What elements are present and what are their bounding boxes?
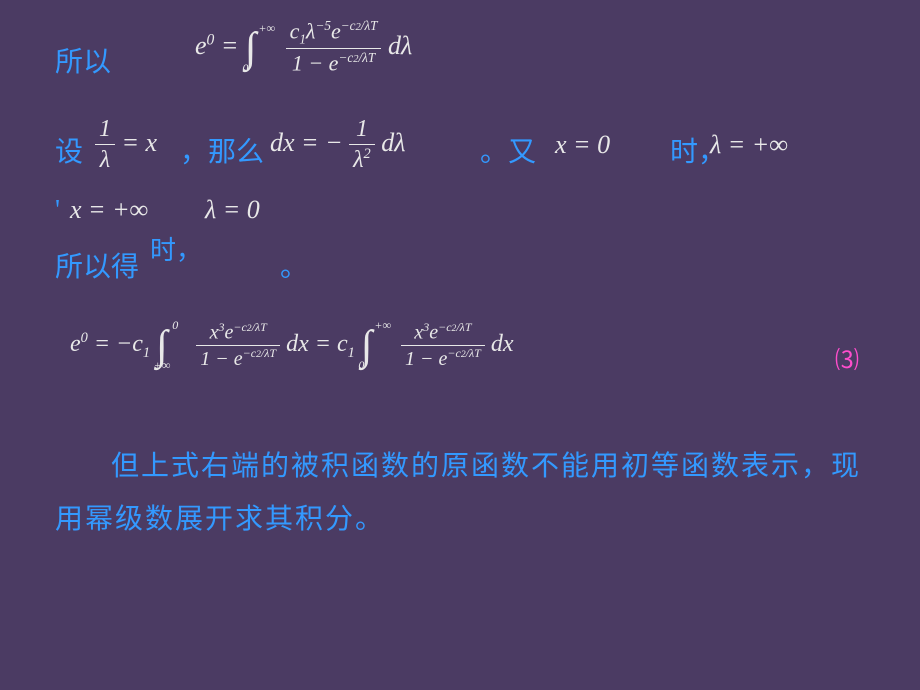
label-then: ，那么 bbox=[180, 137, 264, 168]
label-also: 。又 bbox=[480, 137, 536, 168]
equation-number-3: ⑶ bbox=[835, 348, 859, 374]
math-cond1-rhs: λ = +∞ bbox=[710, 130, 788, 160]
label-let: 设 bbox=[55, 137, 83, 168]
math-cond2-lhs: x = +∞ bbox=[70, 195, 148, 225]
math-cond2-rhs: λ = 0 bbox=[205, 195, 260, 225]
label-period: 。 bbox=[280, 252, 308, 283]
label-when2: 时， bbox=[150, 236, 202, 265]
label-so-get: 所以得 bbox=[55, 252, 139, 283]
equation-3: e0 = −c1 ∫+∞0 x3e−c2/λT 1 − e−c2/λT dx =… bbox=[70, 320, 513, 372]
math-sub1: 1 λ = x bbox=[95, 115, 157, 176]
label-apostrophe: ' bbox=[55, 195, 60, 226]
math-sub2: dx = − 1 λ2 dλ bbox=[270, 115, 406, 176]
label-so: 所以 bbox=[55, 47, 111, 78]
math-cond1-lhs: x = 0 bbox=[555, 130, 610, 160]
equation-1: e0 = ∫0+∞ c1λ−5e−c2/λT 1 − e−c2/λT dλ bbox=[195, 18, 412, 77]
paragraph-explanation: 但上式右端的被积函数的原函数不能用初等函数表示，现用幂级数展开求其积分。 bbox=[55, 440, 865, 546]
